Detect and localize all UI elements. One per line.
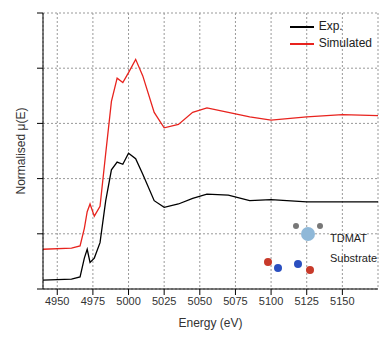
svg-text:Normalised μ(E): Normalised μ(E) <box>14 108 28 195</box>
svg-text:TDMAT: TDMAT <box>330 232 367 244</box>
svg-text:5025: 5025 <box>152 295 176 307</box>
svg-text:5075: 5075 <box>223 295 247 307</box>
html-text:Simulated: Simulated <box>318 36 372 50</box>
svg-text:5125: 5125 <box>294 295 318 307</box>
svg-text:4975: 4975 <box>81 295 105 307</box>
svg-text:5000: 5000 <box>116 295 140 307</box>
svg-text:5050: 5050 <box>188 295 212 307</box>
svg-text:5150: 5150 <box>330 295 354 307</box>
svg-text:Energy (eV): Energy (eV) <box>178 316 242 330</box>
svg-text:Substrate: Substrate <box>330 252 377 264</box>
html-text:Exp.: Exp. <box>318 19 343 33</box>
svg-text:5100: 5100 <box>259 295 283 307</box>
svg-text:4950: 4950 <box>45 295 69 307</box>
